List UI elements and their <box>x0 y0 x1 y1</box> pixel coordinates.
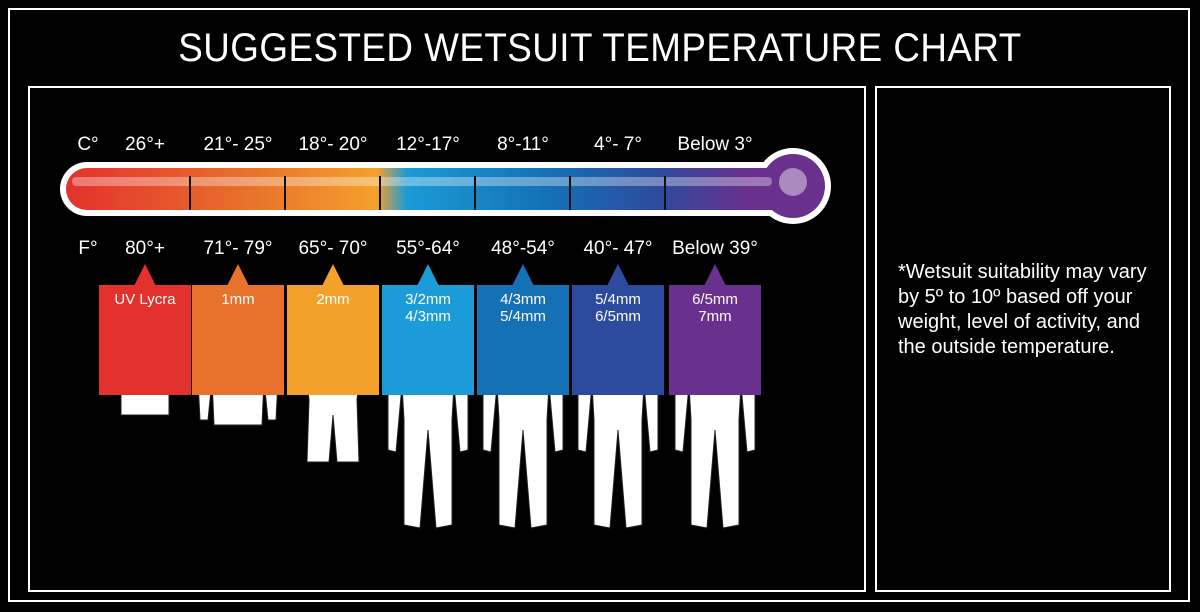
note-panel <box>875 86 1171 592</box>
suit-swatch: UV Lycra <box>99 285 191 395</box>
suit-thickness: 5/4mm <box>500 308 546 325</box>
suit-swatch: 3/2mm 4/3mm <box>382 285 474 395</box>
fahrenheit-range: 65°- 70° <box>298 238 368 259</box>
fahrenheit-range: 55°-64° <box>396 238 460 259</box>
pointer-arrow <box>704 264 726 286</box>
suit-thickness: 7mm <box>698 308 732 325</box>
pointer-arrow <box>322 264 344 286</box>
pointer-arrow <box>227 264 249 286</box>
fahrenheit-range: Below 39° <box>672 238 758 259</box>
suit-thickness: 5/4mm <box>595 291 641 308</box>
suit-thickness: 4/3mm <box>405 308 451 325</box>
fahrenheit-range: 80°+ <box>125 238 165 259</box>
celsius-range: 26°+ <box>125 134 165 155</box>
suit-swatch: 5/4mm 6/5mm <box>572 285 664 395</box>
pointer-arrow <box>134 264 156 286</box>
suit-thickness: 6/5mm <box>692 291 738 308</box>
celsius-range: 21°- 25° <box>203 134 273 155</box>
pointer-arrow <box>417 264 439 286</box>
bulb-highlight <box>779 168 807 196</box>
celsius-range: 4°- 7° <box>594 134 642 155</box>
suit-swatch: 6/5mm 7mm <box>669 285 761 395</box>
page-title: SUGGESTED WETSUIT TEMPERATURE CHART <box>178 26 1022 70</box>
fahrenheit-range: 40°- 47° <box>583 238 653 259</box>
suit-swatch: 2mm <box>287 285 379 395</box>
thermometer-tube <box>66 168 806 210</box>
suit-swatch: 1mm <box>192 285 284 395</box>
celsius-unit: C° <box>77 134 99 155</box>
suit-thickness: 6/5mm <box>595 308 641 325</box>
fahrenheit-range: 71°- 79° <box>203 238 273 259</box>
celsius-range: Below 3° <box>677 134 753 155</box>
tube-highlight <box>72 177 772 186</box>
suit-thickness: 2mm <box>316 291 350 308</box>
celsius-range: 18°- 20° <box>298 134 368 155</box>
pointer-arrow <box>512 264 534 286</box>
suitability-note: *Wetsuit suitability may vary by 5º to 1… <box>898 261 1147 358</box>
outer-frame <box>8 8 1190 602</box>
fahrenheit-unit: F° <box>78 238 98 259</box>
suit-swatch: 4/3mm 5/4mm <box>477 285 569 395</box>
fahrenheit-range: 48°-54° <box>491 238 555 259</box>
celsius-range: 8°-11° <box>497 134 549 155</box>
suit-thickness: 1mm <box>221 291 255 308</box>
pointer-arrow <box>607 264 629 286</box>
suit-thickness: UV Lycra <box>114 291 176 308</box>
suit-thickness: 4/3mm <box>500 291 546 308</box>
chart-panel <box>28 86 866 592</box>
suit-thickness: 3/2mm <box>405 291 451 308</box>
celsius-range: 12°-17° <box>396 134 460 155</box>
